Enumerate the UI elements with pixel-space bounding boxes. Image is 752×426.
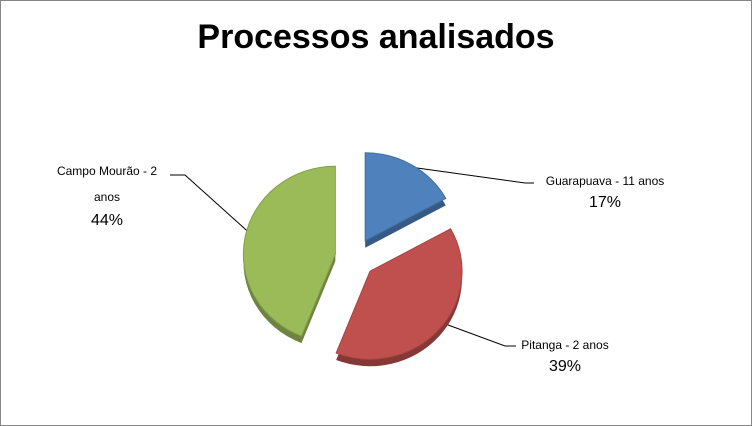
slice	[242, 165, 336, 337]
value-label: 17%	[588, 194, 622, 211]
value-label: 39%	[548, 358, 582, 375]
category-label: Pitanga - 2 anos	[521, 338, 609, 352]
slice-label: Pitanga - 2 anos 39%	[505, 334, 625, 378]
leader-line	[439, 321, 516, 347]
leader-line	[409, 166, 534, 184]
leader-line	[170, 174, 255, 238]
slice-label: Campo Mourão - 2 anos 44%	[48, 158, 166, 232]
pie	[242, 152, 463, 367]
category-label: Guarapuava - 11 anos	[545, 174, 665, 188]
slice-label: Guarapuava - 11 anos 17%	[520, 170, 690, 214]
category-label: Campo Mourão - 2 anos	[56, 164, 158, 204]
slice	[364, 152, 447, 242]
chart-title: Processos analisados	[197, 18, 555, 56]
slice	[335, 228, 463, 360]
value-label: 44%	[90, 212, 124, 229]
